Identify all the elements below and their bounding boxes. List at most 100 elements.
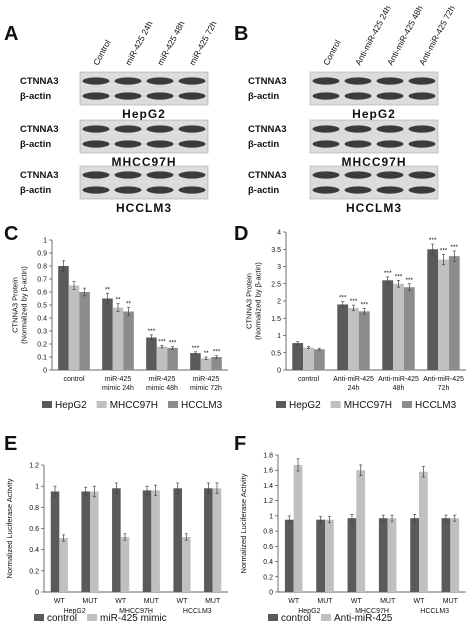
panel-letter: C [4, 223, 18, 245]
x-tick-label: WT [177, 598, 189, 605]
group-label: MHCC97H [355, 608, 389, 615]
bar [448, 256, 460, 370]
band [376, 77, 404, 85]
significance-label: *** [395, 273, 403, 280]
significance-label: ** [105, 286, 111, 293]
y-tick-label: 0 [269, 590, 273, 597]
band [114, 140, 142, 148]
x-tick-label: MUT [443, 598, 459, 605]
band [146, 171, 174, 179]
lane-label: miR-425 72h [187, 19, 219, 67]
legend-swatch [87, 614, 98, 621]
legend-swatch [330, 401, 341, 408]
bar [337, 304, 349, 370]
x-tick-label: Anti-miR-425 [423, 376, 464, 383]
band [376, 140, 404, 148]
x-tick-label: MUT [144, 598, 160, 605]
band-label: CTNNA3 [248, 124, 287, 135]
y-tick-label: 0.2 [263, 574, 273, 581]
band [408, 125, 436, 133]
bar [146, 337, 157, 370]
bar [316, 519, 325, 592]
band [408, 77, 436, 85]
bar [112, 488, 121, 592]
x-tick-label: Anti-miR-425 [378, 376, 419, 383]
band-label: CTNNA3 [20, 76, 59, 87]
x-tick-label: WT [351, 598, 363, 605]
bar [292, 343, 304, 370]
band-label: CTNNA3 [248, 170, 287, 181]
legend-swatch [402, 401, 413, 408]
bar [450, 518, 460, 592]
legend-label: HCCLM3 [181, 400, 223, 411]
y-tick-label: 0.7 [37, 277, 47, 284]
bar [204, 488, 213, 592]
band [146, 92, 174, 100]
x-tick-label: WT [414, 598, 426, 605]
y-tick-label: 1 [277, 333, 281, 340]
bar [356, 470, 366, 592]
bar [151, 490, 160, 592]
band [114, 186, 142, 194]
band [312, 77, 340, 85]
x-tick-label: MUT [82, 598, 98, 605]
y-tick-label: 3 [277, 264, 281, 271]
significance-label: *** [213, 349, 221, 356]
band-label: CTNNA3 [20, 170, 59, 181]
x-tick-label: WT [54, 598, 66, 605]
y-tick-label: 0.2 [37, 342, 47, 349]
legend-label: HepG2 [55, 400, 87, 411]
significance-label: *** [350, 298, 358, 305]
bar [325, 519, 334, 592]
band-label: β-actin [248, 91, 279, 102]
band [82, 140, 110, 148]
legend-label: MHCC97H [344, 400, 392, 411]
x-tick-label: control [63, 376, 84, 383]
lane-label: Anti-miR-425 72h [417, 4, 457, 67]
blot-membrane [79, 165, 209, 200]
group-label: HCCLM3 [420, 608, 449, 615]
significance-label: ** [126, 301, 132, 308]
band [178, 186, 206, 194]
band-label: β-actin [248, 139, 279, 150]
significance-label: *** [361, 302, 369, 309]
y-tick-label: 0.5 [37, 303, 47, 310]
band [82, 171, 110, 179]
legend-swatch [34, 614, 44, 621]
significance-label: *** [440, 247, 448, 254]
band [408, 92, 436, 100]
bar [427, 249, 439, 370]
bar [142, 490, 152, 592]
legend-label: HCCLM3 [415, 400, 457, 411]
band-label: β-actin [20, 185, 51, 196]
band [178, 171, 206, 179]
bar [190, 353, 201, 370]
lane-label: Control [321, 38, 343, 67]
x-tick-label: MUT [317, 598, 333, 605]
panel-letter: F [234, 433, 246, 455]
significance-label: *** [158, 338, 166, 345]
cell-line-label: HepG2 [352, 107, 396, 121]
lane-label: miR-425 48h [155, 19, 187, 67]
panel-letter: D [234, 223, 248, 245]
band [82, 77, 110, 85]
band-label: CTNNA3 [20, 124, 59, 135]
band [312, 186, 340, 194]
x-tick-label: miR-425 [149, 376, 176, 383]
band [312, 92, 340, 100]
y-axis-label: CTNNA3 Protein [245, 273, 254, 329]
y-tick-label: 2 [277, 299, 281, 306]
significance-label: *** [406, 277, 414, 284]
legend-label: MHCC97H [110, 400, 158, 411]
bar [79, 292, 90, 370]
y-tick-label: 4 [277, 230, 281, 237]
y-tick-label: 0.9 [37, 251, 47, 258]
band [114, 92, 142, 100]
legend-swatch [268, 614, 278, 621]
x-tick-label: 48h [393, 385, 405, 392]
significance-label: *** [339, 295, 347, 302]
y-tick-label: 0.6 [263, 544, 273, 551]
bar [102, 298, 113, 370]
band [82, 125, 110, 133]
